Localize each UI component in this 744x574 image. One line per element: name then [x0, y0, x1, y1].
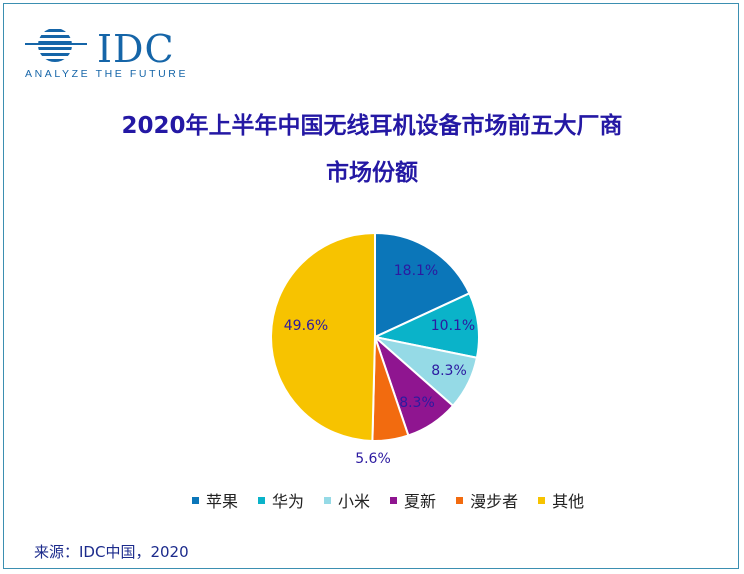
idc-logo: IDC ANALYZE THE FUTURE	[25, 26, 189, 82]
legend-label: 夏新	[404, 492, 437, 511]
chart-legend: 苹果 华为 小米 夏新 漫步者 其他	[192, 488, 604, 512]
slice-data-label: 5.6%	[355, 451, 391, 467]
slice-data-label: 8.3%	[431, 363, 467, 379]
legend-item: 苹果	[192, 488, 238, 512]
pie-slice	[270, 231, 376, 442]
slice-data-label: 8.3%	[399, 395, 435, 411]
legend-swatch	[324, 496, 332, 504]
legend-item: 漫步者	[456, 488, 518, 512]
slice-data-label: 18.1%	[394, 263, 438, 279]
legend-item: 其他	[538, 488, 584, 512]
pie-chart: 18.1% 10.1% 8.3% 8.3% 5.6% 49.6%	[270, 231, 480, 467]
legend-item: 小米	[324, 488, 370, 512]
chart-frame: IDC ANALYZE THE FUTURE 2020年上半年中国无线耳机设备市…	[3, 3, 739, 569]
legend-item: 夏新	[390, 488, 436, 512]
legend-swatch	[258, 496, 266, 504]
slice-data-label: 49.6%	[284, 318, 328, 334]
globe-icon	[25, 29, 87, 62]
legend-label: 苹果	[206, 492, 239, 511]
legend-swatch	[538, 496, 546, 504]
pie-slice	[374, 231, 471, 339]
legend-label: 其他	[552, 492, 585, 511]
logo-wordmark: IDC	[97, 27, 175, 71]
source-note: 来源：IDC中国，2020	[34, 543, 189, 561]
legend-swatch	[456, 496, 464, 504]
legend-swatch	[192, 496, 199, 504]
legend-swatch	[390, 496, 398, 504]
legend-label: 漫步者	[470, 492, 519, 511]
chart-title-line-1: 2020年上半年中国无线耳机设备市场前五大厂商	[121, 113, 623, 139]
slice-data-label: 10.1%	[431, 318, 475, 334]
legend-label: 小米	[338, 492, 371, 511]
chart-title-line-2: 市场份额	[326, 160, 418, 186]
legend-item: 华为	[258, 488, 304, 512]
logo-tagline: ANALYZE THE FUTURE	[25, 68, 189, 80]
legend-label: 华为	[272, 492, 305, 511]
